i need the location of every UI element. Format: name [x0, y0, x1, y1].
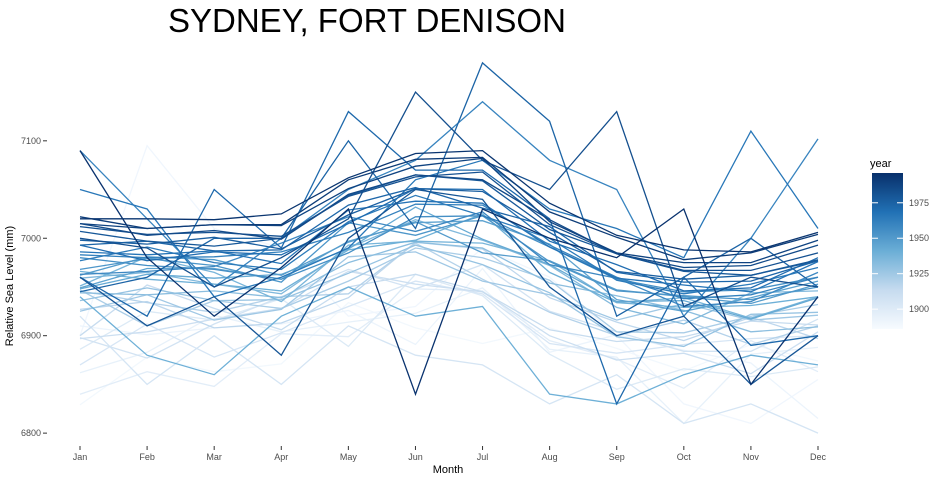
- series-line-1955: [79, 215, 819, 293]
- series-line-1940: [79, 213, 819, 309]
- x-tick-label: Mar: [206, 452, 222, 462]
- x-tick-label: Apr: [274, 452, 288, 462]
- series-line-1919: [79, 242, 819, 346]
- series-line-1983: [79, 91, 819, 308]
- series-line-1889: [79, 301, 819, 406]
- series-line-1967: [79, 200, 819, 293]
- series-line-1995: [79, 150, 819, 397]
- series-line-1973: [79, 186, 819, 283]
- series-line-1928: [79, 244, 819, 348]
- series-line-1898: [79, 288, 819, 395]
- x-tick-label: Aug: [542, 452, 558, 462]
- series-line-1958: [79, 211, 819, 308]
- legend: year 1900 1925 1950 1975: [870, 158, 929, 329]
- legend-colorbar: [872, 173, 903, 329]
- series-line-1972: [79, 110, 819, 406]
- x-tick-label: Jan: [73, 452, 88, 462]
- x-tick-label: May: [340, 452, 358, 462]
- x-axis: Jan Feb Mar Apr May Jun Jul Aug Sep Oct Nov Dec: [73, 446, 827, 462]
- series-line-1994: [80, 149, 819, 253]
- x-tick-label: Jul: [477, 452, 489, 462]
- series-line-1976: [79, 187, 819, 280]
- series-line-1961: [79, 203, 819, 300]
- y-tick-label: 7000: [21, 233, 41, 243]
- series-line-1964: [79, 194, 819, 295]
- series-line-1985: [79, 174, 819, 269]
- y-tick-label: 7100: [21, 136, 41, 146]
- y-tick-label: 6900: [21, 331, 41, 341]
- series-line-1960: [79, 100, 819, 318]
- series-line-1901: [79, 273, 819, 390]
- series-line-1907: [79, 263, 819, 359]
- series-line-1952: [79, 215, 819, 301]
- series-line-1991: [79, 156, 819, 261]
- y-axis-title: Relative Sea Level (mm): [4, 226, 16, 346]
- series-line-1905: [79, 315, 819, 434]
- x-tick-label: Sep: [609, 452, 625, 462]
- series-line-1982: [79, 171, 819, 272]
- x-tick-label: Dec: [810, 452, 827, 462]
- y-tick-label: 6800: [21, 428, 41, 438]
- series-line-1980: [79, 188, 819, 386]
- series-line-1922: [79, 247, 819, 334]
- legend-tick-label: 1975: [909, 198, 929, 208]
- x-tick-label: Feb: [139, 452, 155, 462]
- x-tick-label: Oct: [677, 452, 692, 462]
- x-axis-title: Month: [433, 464, 464, 476]
- x-tick-label: Jun: [408, 452, 423, 462]
- series-line-1970: [79, 187, 819, 292]
- legend-title: year: [870, 158, 892, 170]
- series-lines: [79, 61, 819, 434]
- x-tick-label: Nov: [743, 452, 760, 462]
- series-line-1910: [79, 270, 819, 375]
- series-line-1895: [79, 287, 819, 425]
- series-line-1940: [79, 286, 819, 405]
- legend-tick-label: 1925: [909, 269, 929, 279]
- legend-tick-label: 1950: [909, 233, 929, 243]
- legend-tick-label: 1900: [909, 304, 929, 314]
- chart-title: SYDNEY, FORT DENISON: [168, 2, 566, 39]
- series-line-1931: [79, 241, 819, 333]
- y-axis: 6800 6900 7000 7100: [21, 136, 47, 438]
